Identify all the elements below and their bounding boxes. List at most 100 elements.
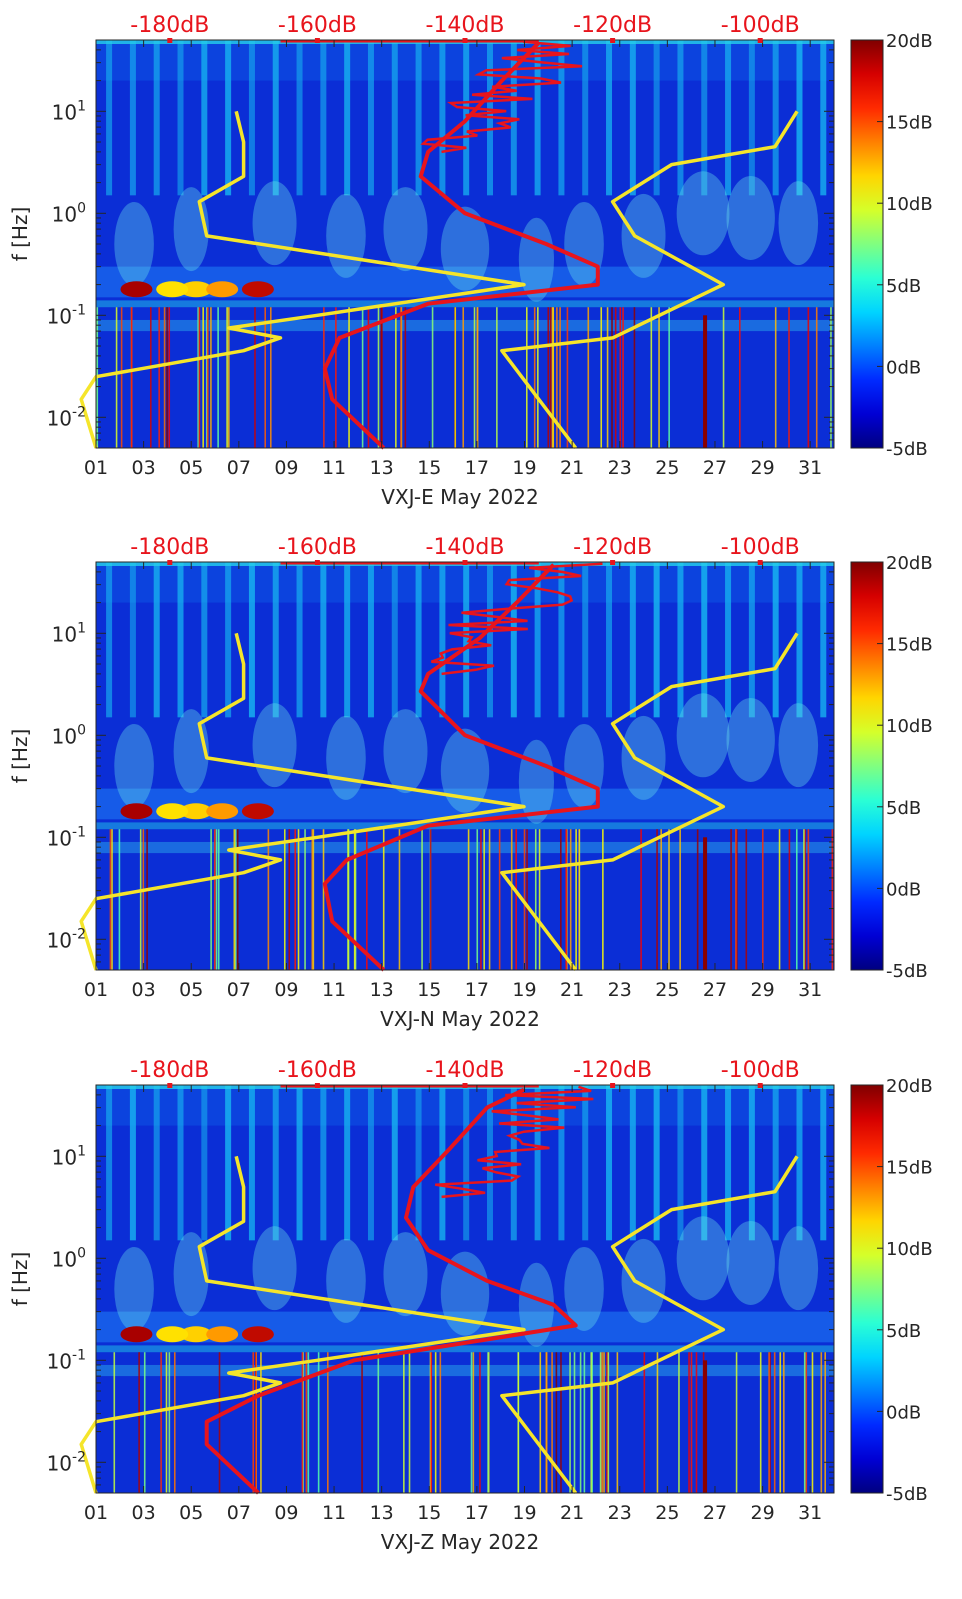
- top-tick: [757, 38, 763, 43]
- transient-streak: [476, 307, 479, 448]
- transient-streak: [160, 1352, 162, 1493]
- day-stripe: [153, 1085, 160, 1241]
- transient-streak: [805, 1352, 808, 1493]
- y-axis-label: f [Hz]: [8, 207, 32, 262]
- day-stripe: [748, 562, 755, 718]
- day-stripe: [772, 1085, 779, 1241]
- x-tick-label: 19: [512, 979, 536, 1001]
- microseism-hotspot: [120, 803, 153, 820]
- top-tick: [610, 38, 616, 43]
- noise-blob: [326, 1238, 366, 1323]
- y-tick-base: 10: [52, 202, 77, 226]
- y-axis-label: f [Hz]: [8, 1252, 32, 1307]
- transient-streak: [476, 829, 479, 970]
- transient-streak: [312, 829, 315, 970]
- transient-streak: [559, 307, 561, 448]
- microseism-hotspot: [241, 803, 274, 820]
- microseism-hotspot: [179, 803, 212, 820]
- top-db-tick-label: -180dB: [130, 535, 209, 560]
- day-stripe: [439, 562, 446, 718]
- transient-streak: [234, 829, 237, 970]
- transient-streak: [139, 829, 142, 970]
- noise-blob: [252, 703, 297, 788]
- day-stripe: [153, 562, 160, 718]
- day-stripe: [463, 562, 470, 718]
- transient-streak: [735, 1352, 738, 1493]
- transient-streak: [252, 1352, 255, 1493]
- transient-streak: [472, 1352, 475, 1493]
- day-stripe: [558, 40, 565, 196]
- colorbar-tick-label: 0dB: [886, 357, 921, 378]
- x-tick-label: 27: [703, 979, 727, 1001]
- transient-streak: [498, 829, 501, 970]
- y-tick-base: 10: [52, 622, 77, 646]
- x-tick-label: 19: [512, 1502, 536, 1524]
- x-tick-label: 17: [465, 1502, 489, 1524]
- transient-streak: [730, 829, 732, 970]
- transient-streak: [622, 307, 624, 448]
- noise-blob: [440, 206, 490, 291]
- y-tick-label: 101: [52, 1143, 86, 1169]
- colorbar-tick-label: 5dB: [886, 798, 921, 819]
- transient-streak: [538, 829, 541, 970]
- y-tick-exponent: -2: [72, 1449, 86, 1465]
- y-tick-label: 10-2: [47, 404, 86, 430]
- transient-streak: [824, 1352, 827, 1493]
- day-stripe: [463, 1085, 470, 1241]
- transient-streak: [168, 307, 171, 448]
- transient-streak: [395, 307, 397, 448]
- transient-streak: [404, 307, 407, 448]
- transient-streak: [569, 1352, 571, 1493]
- x-tick-label: 01: [84, 1502, 108, 1524]
- x-tick-label: 25: [655, 1502, 679, 1524]
- top-db-tick-label: -160dB: [278, 13, 357, 38]
- transient-streak: [679, 829, 681, 970]
- transient-streak: [361, 1352, 363, 1493]
- y-tick-exponent: -2: [72, 404, 86, 420]
- day-stripe: [415, 562, 422, 718]
- day-stripe: [367, 40, 374, 196]
- transient-streak: [807, 829, 810, 970]
- transient-streak: [569, 829, 572, 970]
- x-tick-label: 13: [370, 1502, 394, 1524]
- day-stripe: [820, 1085, 827, 1241]
- x-tick-label: 13: [370, 457, 394, 479]
- x-tick-label: 15: [417, 979, 441, 1001]
- noise-blob: [326, 715, 366, 800]
- day-stripe: [534, 40, 541, 196]
- day-stripe: [629, 40, 636, 196]
- day-stripe: [748, 40, 755, 196]
- transient-streak: [317, 1352, 320, 1493]
- day-stripe: [391, 40, 398, 196]
- x-tick-label: 11: [322, 979, 346, 1001]
- microseism-hotspot: [156, 1326, 189, 1343]
- transient-streak: [633, 307, 636, 448]
- day-stripe: [225, 562, 232, 718]
- transient-streak: [534, 829, 537, 970]
- day-stripe: [415, 40, 422, 196]
- psd-spread: [430, 562, 603, 676]
- y-tick-label: 100: [52, 200, 86, 226]
- transient-streak: [361, 307, 364, 448]
- day-stripe: [439, 40, 446, 196]
- y-tick-exponent: -1: [72, 302, 86, 318]
- transient-streak: [611, 307, 613, 448]
- transient-streak: [811, 1352, 814, 1493]
- noise-blob: [676, 171, 730, 256]
- transient-streak: [614, 307, 617, 448]
- day-stripe: [320, 40, 327, 196]
- transient-streak: [467, 829, 470, 970]
- transient-streak: [668, 829, 670, 970]
- microseism-hotspot: [120, 281, 153, 298]
- transient-streak: [109, 829, 112, 970]
- transient-streak: [603, 1352, 605, 1493]
- noise-model-line-2: [500, 1155, 799, 1495]
- x-tick-label: 17: [465, 457, 489, 479]
- day-stripe: [725, 1085, 732, 1241]
- top-db-tick-label: -120dB: [573, 1058, 652, 1083]
- day-stripe: [153, 40, 160, 196]
- transient-streak: [517, 1352, 520, 1493]
- colorbar-tick-label: 15dB: [886, 1158, 933, 1179]
- noise-blob: [778, 1226, 819, 1311]
- transient-streak: [113, 1352, 116, 1493]
